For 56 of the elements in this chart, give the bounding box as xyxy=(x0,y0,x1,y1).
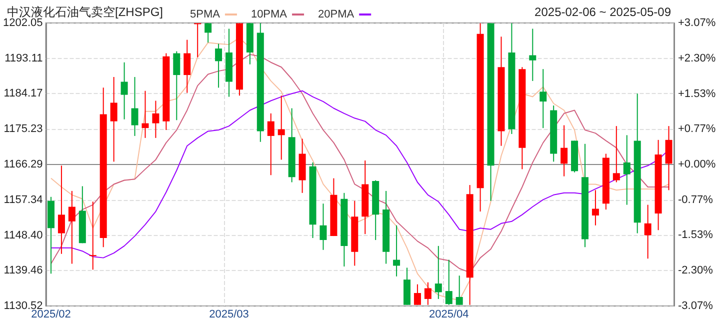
y2-tick-label: -1.53% xyxy=(678,229,714,242)
candlestick xyxy=(204,22,212,44)
candlestick xyxy=(152,100,160,138)
x-tick-label: 2025/02 xyxy=(31,308,71,320)
candlestick xyxy=(142,90,149,138)
candlestick xyxy=(393,224,400,277)
x-tick-label: 2025/04 xyxy=(429,308,469,320)
candlestick xyxy=(414,284,421,306)
y2-tick-label: +2.30% xyxy=(678,52,716,64)
candlestick xyxy=(120,62,128,120)
y2-tick-label: +1.53% xyxy=(678,88,716,100)
candlestick xyxy=(445,259,452,306)
candlestick xyxy=(320,203,327,250)
candlestick xyxy=(612,126,620,183)
y2-tick-label: -0.77% xyxy=(678,194,714,206)
candlestick xyxy=(456,275,463,306)
y-tick-label: 1148.40 xyxy=(4,229,43,242)
y2-tick-label: +0.77% xyxy=(678,123,716,136)
candlestick xyxy=(58,165,65,254)
y-tick-label: 1184.17 xyxy=(4,88,43,100)
candlestick xyxy=(424,282,432,306)
candlestick xyxy=(540,68,547,129)
y-tick-label: 1175.23 xyxy=(4,123,43,136)
candlestick xyxy=(278,95,285,160)
chart-title: 中汉液化石油气卖空[ZHSPG] xyxy=(7,5,164,19)
y-tick-label: 1139.46 xyxy=(4,264,43,277)
candlestick xyxy=(267,112,274,176)
legend-label: 20PMA xyxy=(318,8,355,20)
candlestick xyxy=(110,76,118,162)
legend-label: 5PMA xyxy=(190,8,221,20)
candlestick xyxy=(529,28,536,82)
y2-tick-label: +3.07% xyxy=(678,17,716,29)
candlestick xyxy=(623,134,630,206)
candlestick xyxy=(194,22,202,58)
y2-tick-label: +0.00% xyxy=(678,158,716,170)
candlestick xyxy=(434,245,442,300)
y-tick-label: 1193.11 xyxy=(4,52,43,64)
legend-label: 10PMA xyxy=(250,8,288,20)
y-tick-label: 1157.34 xyxy=(4,194,43,206)
y-tick-label: 1202.05 xyxy=(2,17,43,29)
y2-tick-label: -2.30% xyxy=(678,264,714,277)
candlestick xyxy=(560,124,568,177)
candlestick xyxy=(215,43,222,88)
candlestick xyxy=(68,190,76,264)
candlestick xyxy=(173,50,180,121)
candlestick xyxy=(184,39,191,94)
line-series xyxy=(50,54,670,273)
x-tick-label: 2025/03 xyxy=(209,308,249,320)
y-tick-label: 1166.29 xyxy=(4,158,43,170)
candlestick xyxy=(89,201,96,270)
y2-tick-label: -3.07% xyxy=(678,300,714,312)
candlestick xyxy=(665,126,672,191)
candlestick xyxy=(644,204,652,260)
chart-subtitle: 2025-02-06 ~ 2025-05-09 xyxy=(534,5,672,19)
candlestick xyxy=(592,190,599,226)
candlestick xyxy=(131,76,138,136)
